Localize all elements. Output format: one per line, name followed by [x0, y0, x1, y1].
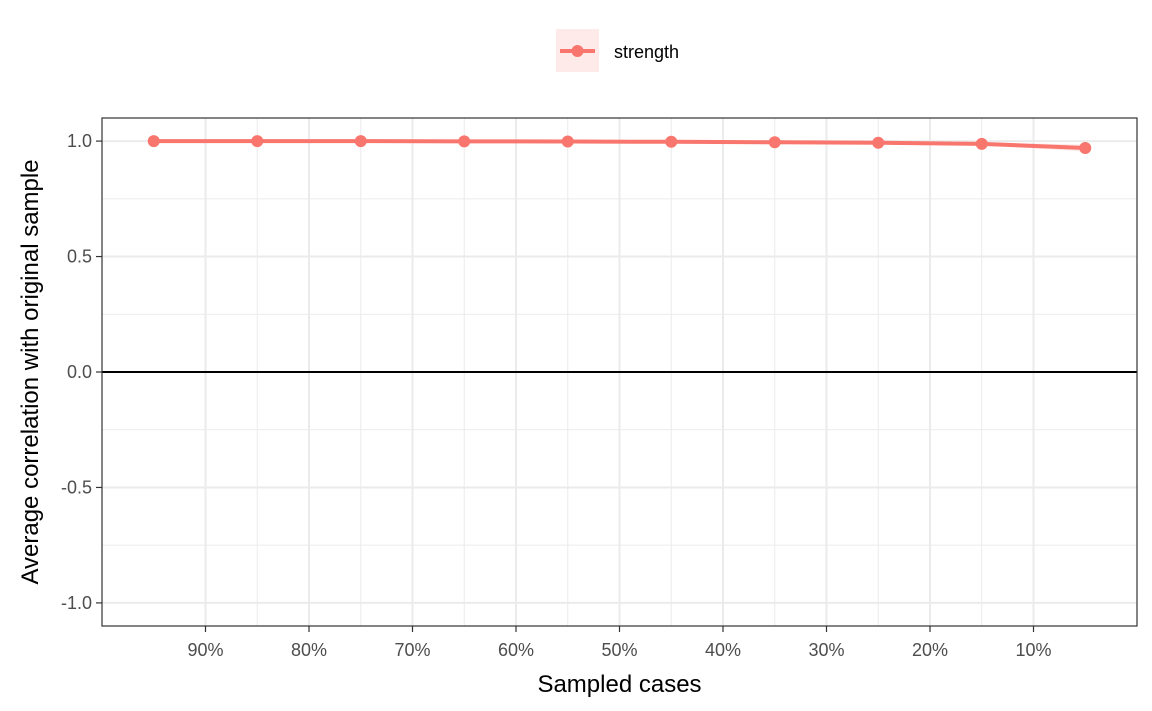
data-point [147, 135, 160, 148]
x-tick-label: 40% [705, 640, 741, 660]
y-tick-label: 0.0 [67, 362, 92, 382]
x-tick-label: 30% [808, 640, 844, 660]
x-axis: 90% 80% 70% 60% 50% 40% 30% 20% 10% [187, 626, 1052, 660]
legend-key-point [571, 45, 584, 57]
data-point [768, 136, 781, 149]
x-tick-label: 20% [912, 640, 948, 660]
series-layer [147, 135, 1092, 155]
data-point [251, 135, 264, 148]
y-axis: 1.0 0.5 0.0 -0.5 -1.0 [61, 131, 102, 613]
data-point [975, 137, 988, 150]
x-tick-label: 60% [498, 640, 534, 660]
data-point [354, 135, 367, 148]
x-axis-title: Sampled cases [537, 671, 701, 698]
y-tick-label: -1.0 [61, 593, 92, 613]
legend-label: strength [614, 42, 679, 62]
data-point [872, 136, 885, 149]
y-tick-label: 1.0 [67, 131, 92, 151]
x-tick-label: 90% [187, 640, 223, 660]
data-point [561, 135, 574, 148]
data-point [1079, 142, 1092, 155]
y-axis-title: Average correlation with original sample [17, 159, 44, 584]
x-tick-label: 50% [601, 640, 637, 660]
data-point [665, 135, 678, 148]
data-point [458, 135, 471, 148]
y-tick-label: 0.5 [67, 247, 92, 267]
x-tick-label: 10% [1015, 640, 1051, 660]
series-line [151, 139, 1088, 151]
x-tick-label: 70% [394, 640, 430, 660]
y-tick-label: -0.5 [61, 477, 92, 497]
legend: strength [556, 29, 679, 72]
x-tick-label: 80% [291, 640, 327, 660]
